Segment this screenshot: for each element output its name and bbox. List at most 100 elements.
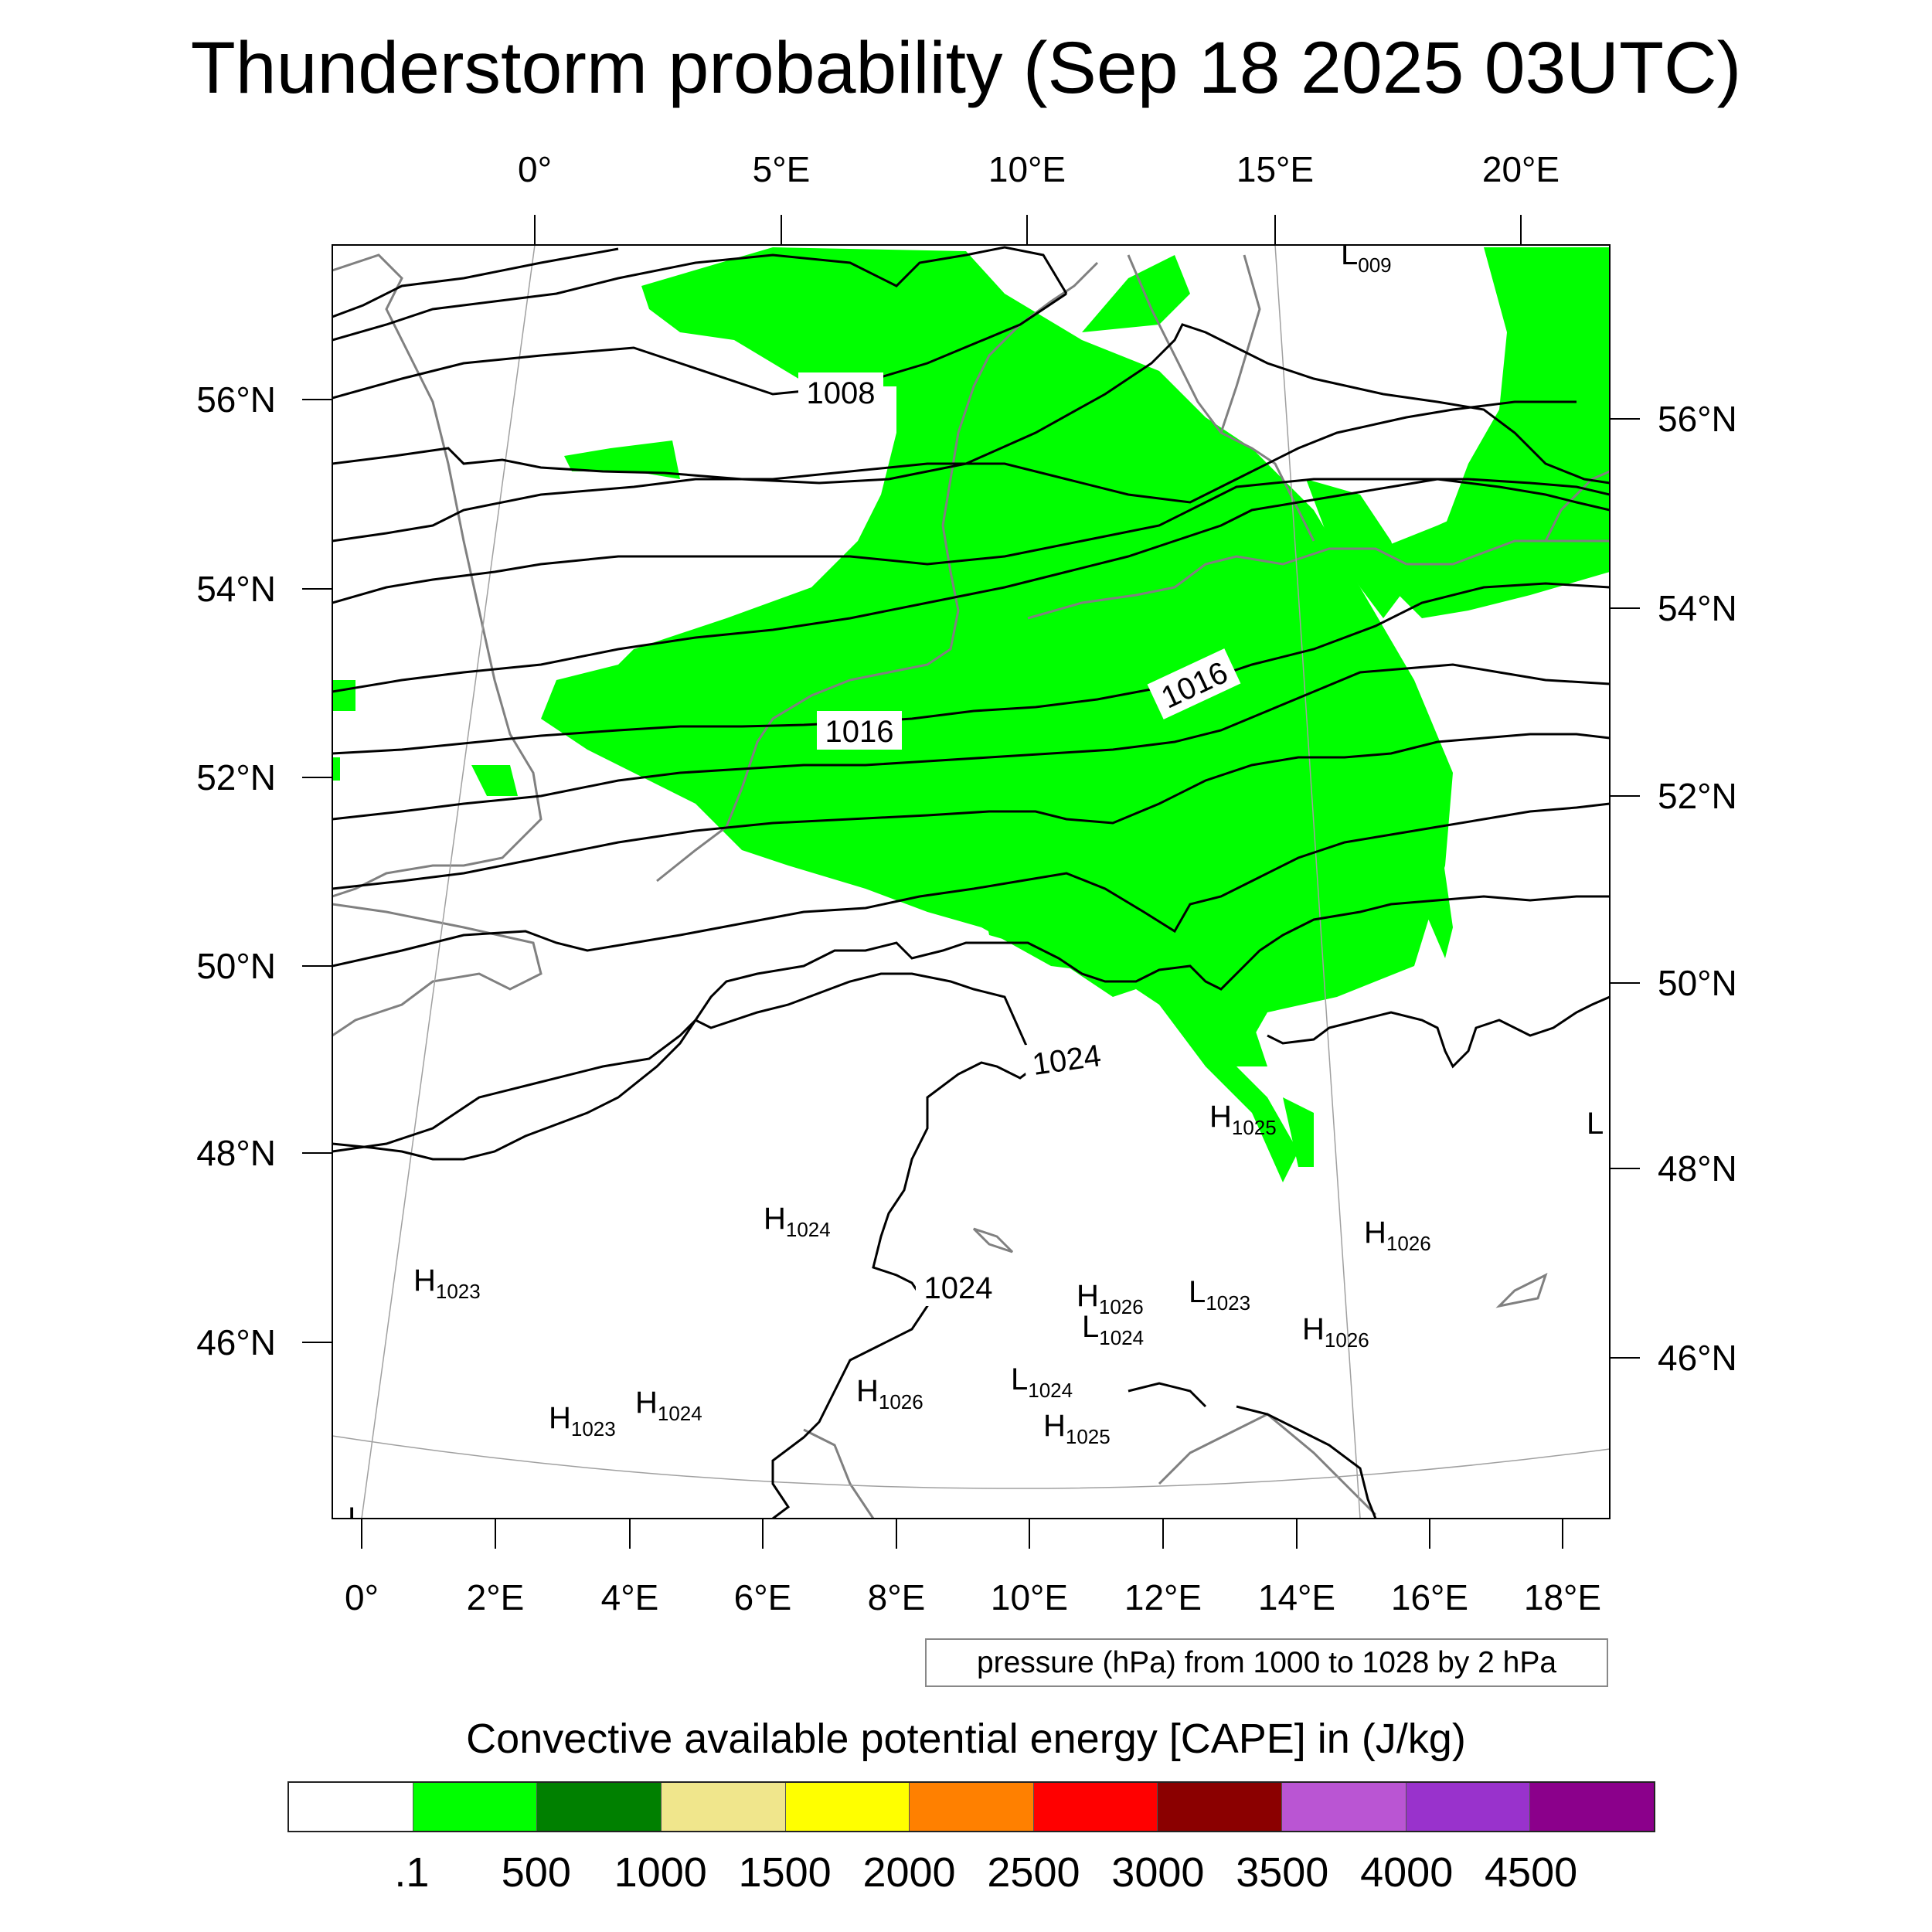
pressure-center: L — [1587, 1107, 1604, 1141]
colorbar-swatch — [785, 1783, 910, 1831]
bottom-lon-label: 6°E — [734, 1577, 792, 1617]
coast-netherlands — [656, 679, 851, 883]
cape-area-poland — [1360, 495, 1610, 618]
colorbar-swatch — [413, 1783, 538, 1831]
left-lat-labels: 56°N 54°N 52°N 50°N 48°N 46°N — [196, 379, 276, 1362]
coast-denmark-germany — [849, 261, 1099, 682]
top-lon-label: 5°E — [753, 149, 811, 189]
colorbar-tick-label: 2000 — [862, 1849, 956, 1896]
top-lon-label: 0° — [518, 149, 552, 189]
top-lon-label: 10°E — [988, 149, 1066, 189]
colorbar-swatch — [537, 1783, 662, 1831]
coast-britain — [332, 253, 543, 898]
isobar-line — [1236, 1405, 1377, 1519]
isobar-line — [332, 582, 1610, 755]
cape-area-southeast — [1376, 757, 1453, 958]
isobar-line — [332, 733, 1610, 890]
coast-italy-west — [803, 1428, 875, 1519]
pressure-center: H1023 — [549, 1401, 616, 1440]
right-lat-label: 54°N — [1658, 588, 1737, 628]
colorbar-tick-label: 4500 — [1485, 1849, 1578, 1896]
cape-colorbar — [287, 1781, 1655, 1832]
left-lat-label: 56°N — [196, 379, 276, 420]
colorbar-tick-label: 500 — [501, 1849, 571, 1896]
axis-ticks — [302, 215, 1640, 1549]
pressure-centers: L009 H1025 L H1024 H1023 H1026 L1023 H10… — [348, 237, 1604, 1541]
right-lat-label: 46°N — [1658, 1338, 1737, 1378]
coast-adriatic — [1158, 1413, 1377, 1516]
top-lon-label: 15°E — [1236, 149, 1314, 189]
bottom-lon-label: 12°E — [1124, 1577, 1202, 1617]
coast-poland — [1406, 539, 1610, 566]
colorbar-swatch — [1406, 1783, 1531, 1831]
isobar-line — [332, 802, 1610, 968]
isobar-line — [332, 972, 1037, 1519]
top-lon-label: 20°E — [1482, 149, 1560, 189]
isobar-line — [332, 478, 1610, 693]
pressure-center: L1024 — [1011, 1362, 1073, 1402]
cape-area-main — [541, 247, 1453, 1182]
pressure-center: H1026 — [1077, 1279, 1144, 1318]
colorbar-tick-label: 3000 — [1111, 1849, 1205, 1896]
svg-text:1024: 1024 — [924, 1271, 993, 1305]
isobar-line — [332, 246, 1068, 342]
pressure-center: H1023 — [413, 1264, 481, 1303]
right-lat-label: 56°N — [1658, 399, 1737, 439]
colorbar-tick-label: 2500 — [987, 1849, 1080, 1896]
cape-area-alps-north — [1283, 1097, 1314, 1167]
left-lat-label: 50°N — [196, 946, 276, 986]
pressure-center: H1025 — [1043, 1409, 1111, 1448]
right-lat-label: 48°N — [1658, 1148, 1737, 1189]
isobar-line — [1267, 995, 1610, 1069]
meridian-15e — [1274, 245, 1361, 1519]
meridian-0 — [361, 245, 536, 1519]
isobar-label: 1024 — [1022, 1033, 1111, 1084]
coast-france-belgium — [332, 903, 543, 1037]
coast-baltic — [1027, 547, 1407, 620]
cape-area-west-b — [332, 680, 355, 711]
colorbar-title: Convective available potential energy [C… — [466, 1716, 1466, 1762]
map-title: Thunderstorm probability (Sep 18 2025 03… — [190, 27, 1742, 109]
isobar-label: 1008 — [798, 372, 883, 411]
colorbar-swatch — [1158, 1783, 1283, 1831]
bottom-lon-label: 16°E — [1391, 1577, 1468, 1617]
pressure-center: H1024 — [764, 1202, 831, 1241]
isobar-line — [332, 895, 1610, 1153]
bottom-lon-labels: 0° 2°E 4°E 6°E 8°E 10°E 12°E 14°E 16°E 1… — [345, 1577, 1601, 1617]
colorbar-tick-label: 4000 — [1360, 1849, 1454, 1896]
bottom-lon-label: 8°E — [868, 1577, 926, 1617]
colorbar-swatch — [289, 1783, 413, 1831]
isobar-line — [332, 663, 1610, 821]
svg-text:1008: 1008 — [807, 376, 876, 410]
isobar-line — [332, 247, 619, 318]
cape-fill-layer — [332, 247, 1610, 1182]
coast-sweden-east — [1219, 254, 1261, 434]
colorbar-tick-label: 3500 — [1236, 1849, 1329, 1896]
colorbar-swatch — [661, 1783, 786, 1831]
colorbar-swatch — [1282, 1783, 1406, 1831]
cape-area-north — [1082, 255, 1190, 332]
right-lat-label: 52°N — [1658, 776, 1737, 816]
right-lat-labels: 56°N 54°N 52°N 50°N 48°N 46°N — [1658, 399, 1737, 1378]
pressure-center: H1026 — [1364, 1216, 1431, 1255]
cape-area-lower-saxony — [1159, 1005, 1236, 1051]
svg-text:1016: 1016 — [825, 715, 894, 749]
bottom-lon-label: 18°E — [1524, 1577, 1601, 1617]
isobar-line — [332, 400, 1577, 543]
parallel-45n — [332, 1435, 1610, 1489]
colorbar-swatch — [1033, 1783, 1158, 1831]
colorbar-tick-label: 1000 — [614, 1849, 707, 1896]
left-lat-label: 54°N — [196, 569, 276, 609]
pressure-center: L1022 — [348, 1502, 410, 1541]
cape-area-west-c — [471, 765, 518, 796]
colorbar-tick-label: .1 — [394, 1849, 430, 1896]
pressure-center: L009 — [1341, 237, 1392, 277]
isobar-layer — [332, 246, 1610, 1519]
isobar-label: 1024 — [916, 1267, 1001, 1306]
coast-lake-2 — [1495, 1273, 1548, 1308]
coast-baltic-states — [1544, 470, 1610, 542]
bottom-lon-label: 4°E — [601, 1577, 659, 1617]
pressure-center: L1024 — [1082, 1310, 1144, 1349]
pressure-center: H1025 — [1209, 1100, 1277, 1139]
left-lat-label: 48°N — [196, 1133, 276, 1173]
